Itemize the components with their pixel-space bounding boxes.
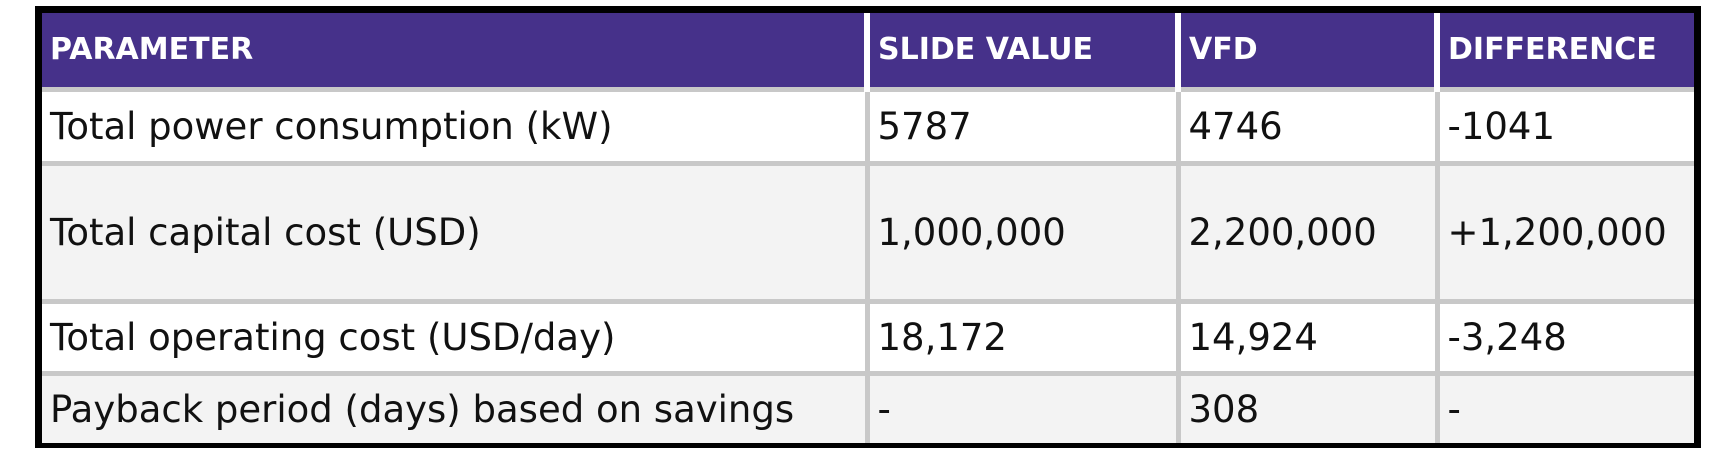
value-cell: 308 (1175, 370, 1440, 443)
parameter-cell: Total capital cost (USD) (42, 160, 870, 304)
table-body: Total power consumption (kW) 5787 4746 -104… (42, 86, 1694, 443)
parameter-cell: Total operating cost (USD/day) (42, 298, 870, 376)
value-cell: - (1434, 370, 1694, 443)
table-row: Total power consumption (kW) 5787 4746 -104… (42, 86, 1694, 166)
header-row: PARAMETER SLIDE VALUE VFD DIFFERENCE (42, 13, 1694, 91)
parameter-cell: Total power consumption (kW) (42, 86, 870, 166)
value-cell: -1041 (1434, 86, 1694, 166)
table-row: Total capital cost (USD) 1,000,000 2,200,0… (42, 160, 1694, 304)
value-cell: - (864, 370, 1181, 443)
value-cell: 1,000,000 (864, 160, 1181, 304)
parameter-cell: Payback period (days) based on savings (42, 370, 870, 443)
value-cell: +1,200,000 (1434, 160, 1694, 304)
header-cell: DIFFERENCE (1434, 13, 1694, 91)
value-cell: 4746 (1175, 86, 1440, 166)
value-cell: 2,200,000 (1175, 160, 1440, 304)
table-frame: PARAMETER SLIDE VALUE VFD DIFFERENCE Tot… (35, 6, 1701, 448)
value-cell: 5787 (864, 86, 1181, 166)
value-cell: 14,924 (1175, 298, 1440, 376)
header-cell: VFD (1175, 13, 1437, 91)
value-cell: 18,172 (864, 298, 1181, 376)
header-cell: SLIDE VALUE (864, 13, 1178, 91)
header-cell: PARAMETER (42, 13, 867, 91)
value-cell: -3,248 (1434, 298, 1694, 376)
table-row: Total operating cost (USD/day) 18,172 14,9… (42, 298, 1694, 376)
comparison-table: PARAMETER SLIDE VALUE VFD DIFFERENCE Tot… (42, 13, 1694, 443)
table-row: Payback period (days) based on savings -3… (42, 370, 1694, 443)
